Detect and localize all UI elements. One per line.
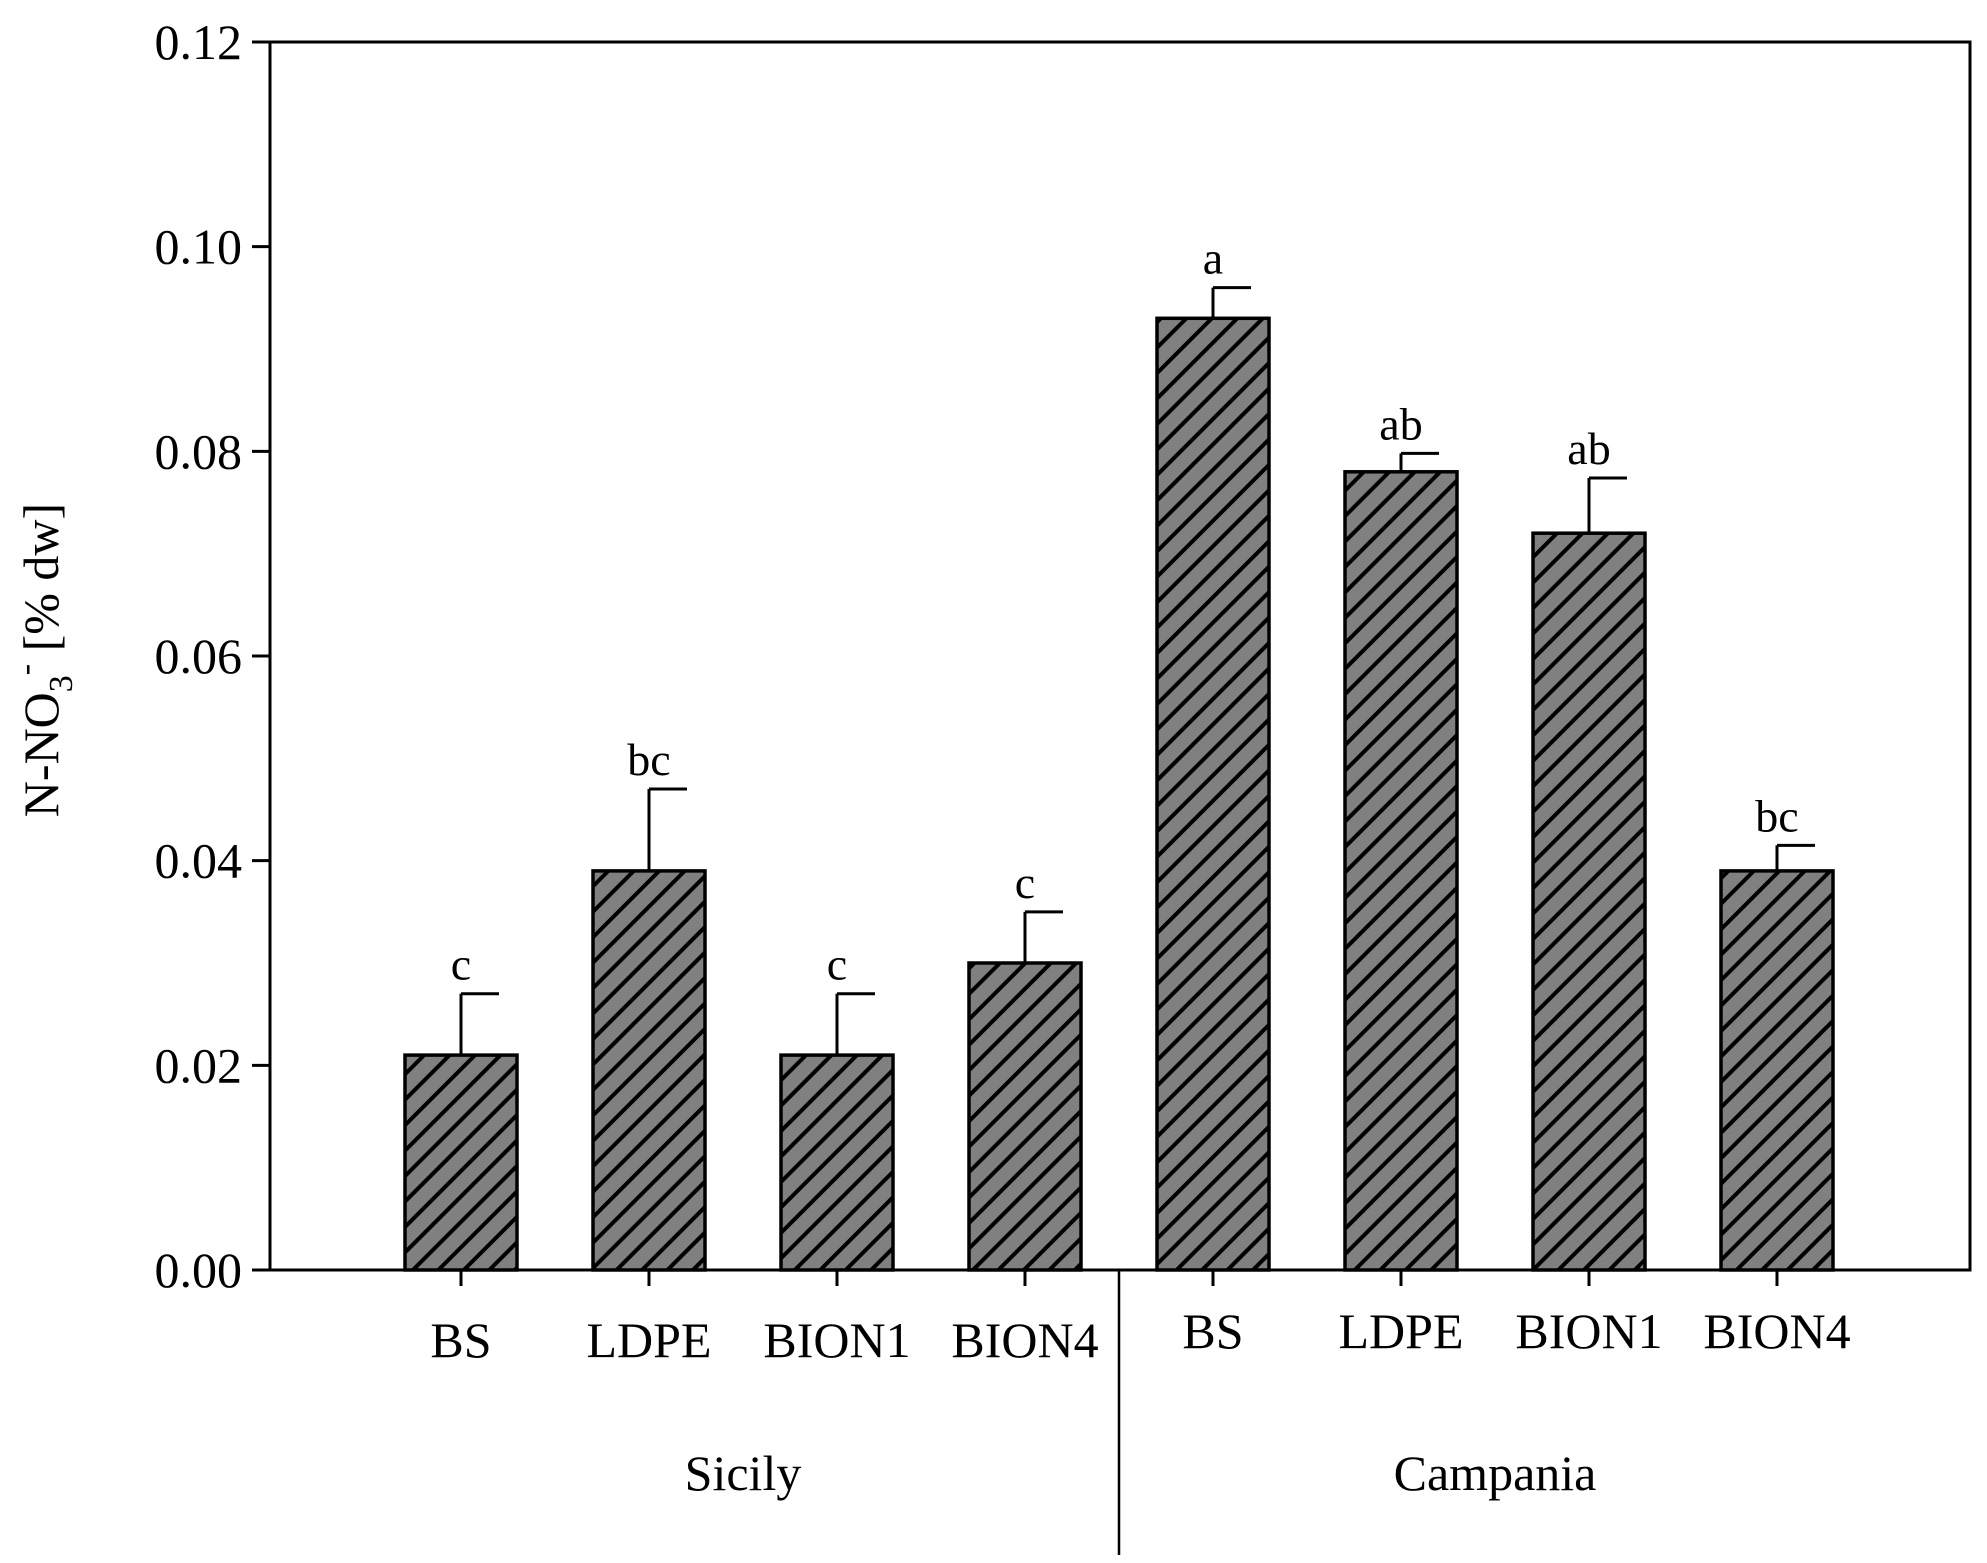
significance-letter-sicily-bion1: c	[827, 939, 847, 990]
bar-sicily-bion1	[779, 1053, 895, 1272]
group-label-sicily: Sicily	[685, 1445, 802, 1501]
plot-area	[268, 40, 1972, 1272]
y-axis-title-subscript: 3	[43, 675, 80, 692]
bars-layer	[403, 316, 1835, 1272]
x-tick-label-campania-bion4: BION4	[1703, 1303, 1850, 1359]
x-tick-label-sicily-bion4: BION4	[951, 1312, 1098, 1368]
significance-letter-campania-bs: a	[1203, 233, 1223, 284]
y-tick-label-1: 0.02	[155, 1037, 243, 1093]
bar-campania-ldpe	[1343, 470, 1459, 1272]
x-axis: BS LDPE BION1 BION4 BS LDPE BION1 BION4 Sicily Ca…	[430, 1270, 1851, 1555]
significance-letter-sicily-bs: c	[451, 939, 471, 990]
significance-letter-campania-ldpe: ab	[1379, 398, 1422, 449]
significance-letters-layer: c bc c c a ab ab bc	[451, 233, 1799, 990]
significance-letter-campania-bion4: bc	[1755, 790, 1798, 841]
significance-letter-campania-bion1: ab	[1567, 423, 1610, 474]
bar-sicily-bs	[403, 1053, 519, 1272]
bar-campania-bion1	[1531, 531, 1647, 1272]
y-axis-title-superscript: -	[7, 664, 44, 675]
bar-campania-bs	[1155, 316, 1271, 1272]
x-tick-label-sicily-bs: BS	[430, 1312, 491, 1368]
plot-frame	[268, 40, 1972, 1272]
y-axis-title-unit: [% dw]	[13, 503, 69, 664]
y-tick-label-3: 0.06	[155, 628, 243, 684]
error-bars-layer	[459, 286, 1815, 1056]
bar-sicily-ldpe	[591, 869, 707, 1272]
y-axis-title: N-NO3- [% dw]	[7, 503, 80, 817]
significance-letter-sicily-bion4: c	[1015, 857, 1035, 908]
group-label-campania: Campania	[1394, 1445, 1597, 1501]
y-tick-label-4: 0.08	[155, 423, 243, 479]
y-tick-label-0: 0.00	[155, 1242, 243, 1298]
x-tick-label-sicily-bion1: BION1	[763, 1312, 910, 1368]
bar-campania-bion4	[1719, 869, 1835, 1272]
x-tick-label-campania-bion1: BION1	[1515, 1303, 1662, 1359]
x-tick-label-campania-ldpe: LDPE	[1339, 1303, 1464, 1359]
x-tick-label-sicily-ldpe: LDPE	[587, 1312, 712, 1368]
y-axis: 0.00 0.02 0.04 0.06 0.08 0.10 0.12	[155, 14, 270, 1298]
x-tick-label-campania-bs: BS	[1182, 1303, 1243, 1359]
y-tick-label-5: 0.10	[155, 219, 243, 275]
bar-sicily-bion4	[967, 961, 1083, 1272]
significance-letter-sicily-ldpe: bc	[627, 734, 670, 785]
y-tick-label-2: 0.04	[155, 833, 243, 889]
y-axis-title-main: N-NO	[13, 692, 69, 817]
y-tick-label-6: 0.12	[155, 14, 243, 70]
